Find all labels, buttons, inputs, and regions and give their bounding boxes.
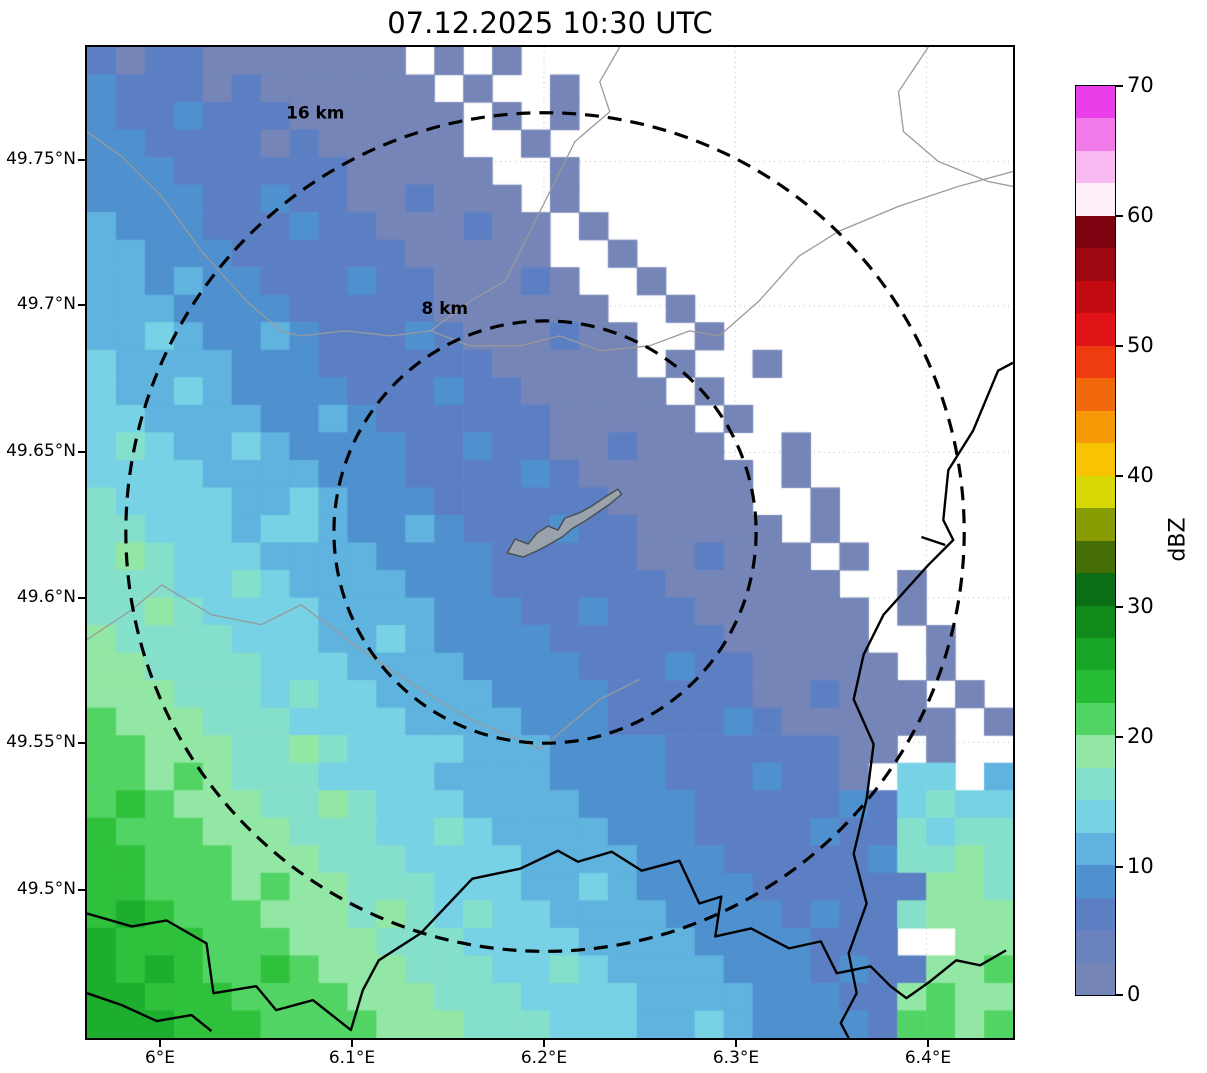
y-tick (78, 597, 85, 599)
country-border-south (87, 849, 1007, 1032)
colorbar-segment (1076, 345, 1115, 379)
colorbar-tick (1116, 85, 1123, 87)
colorbar-segment (1076, 248, 1115, 281)
range-ring-label-16km: 16 km (286, 103, 344, 123)
colorbar-segment (1076, 573, 1115, 606)
range-ring-label-8km: 8 km (422, 298, 469, 318)
colorbar-tick-label: 40 (1127, 463, 1154, 487)
colorbar-tick-label: 30 (1127, 594, 1154, 618)
x-tick-label: 6.3°E (712, 1048, 760, 1068)
colorbar-segment (1076, 605, 1115, 638)
plot-title: 07.12.2025 10:30 UTC (387, 6, 713, 40)
colorbar-tick (1116, 606, 1123, 608)
y-tick-label: 49.6°N (16, 587, 76, 607)
y-tick (78, 742, 85, 744)
colorbar-segment (1076, 410, 1115, 444)
colorbar-segment (1076, 637, 1115, 671)
range-rings (124, 111, 966, 953)
country-border-fragment (921, 535, 946, 547)
x-tick-label: 6.1°E (328, 1048, 376, 1068)
colorbar-segment (1076, 702, 1115, 736)
river-lines (87, 47, 1013, 750)
colorbar-segment (1076, 183, 1115, 216)
colorbar-segment (1076, 475, 1115, 509)
x-tick-label: 6°E (144, 1048, 176, 1068)
colorbar-segment (1076, 378, 1115, 411)
colorbar-segment (1076, 670, 1115, 703)
colorbar-tick-label: 10 (1127, 854, 1154, 878)
x-tick-label: 6.2°E (520, 1048, 568, 1068)
colorbar-tick (1116, 736, 1123, 738)
colorbar-tick-label: 60 (1127, 203, 1154, 227)
y-tick-label: 49.65°N (6, 441, 76, 461)
range-ring-8km (332, 319, 758, 745)
colorbar-segment (1076, 508, 1115, 541)
y-tick-label: 49.75°N (6, 149, 76, 169)
colorbar-tick (1116, 866, 1123, 868)
y-tick (78, 451, 85, 453)
x-tick (543, 1040, 545, 1047)
y-tick (78, 304, 85, 306)
colorbar-segment (1076, 118, 1115, 151)
colorbar-segment (1076, 800, 1115, 833)
colorbar-tick-label: 70 (1127, 73, 1154, 97)
colorbar-tick-label: 0 (1127, 982, 1141, 1006)
colorbar-segment (1076, 930, 1115, 963)
colorbar-tick-label: 20 (1127, 724, 1154, 748)
colorbar-tick (1116, 215, 1123, 217)
colorbar-segment (1076, 897, 1115, 931)
range-ring-16km (124, 111, 966, 953)
colorbar-segment (1076, 313, 1115, 346)
colorbar-segment (1076, 443, 1115, 476)
y-tick (78, 159, 85, 161)
map-overlay-layer: 16 km 8 km (87, 47, 1013, 1038)
y-tick (78, 889, 85, 891)
x-tick (159, 1040, 161, 1047)
colorbar (1075, 85, 1116, 996)
colorbar-tick-label: 50 (1127, 333, 1154, 357)
colorbar-segment (1076, 767, 1115, 801)
colorbar-segment (1076, 540, 1115, 574)
y-tick-label: 49.5°N (16, 879, 76, 899)
map-plot-area: 16 km 8 km (85, 45, 1015, 1040)
country-borders (87, 361, 1013, 1038)
city-outline (506, 488, 623, 558)
x-tick-label: 6.4°E (904, 1048, 952, 1068)
colorbar-segment (1076, 962, 1115, 996)
colorbar-tick (1116, 994, 1123, 996)
colorbar-segment (1076, 735, 1115, 768)
x-tick (927, 1040, 929, 1047)
colorbar-tick (1116, 345, 1123, 347)
x-tick (735, 1040, 737, 1047)
country-border-east (839, 361, 1013, 1038)
colorbar-segment (1076, 215, 1115, 249)
colorbar-segment (1076, 832, 1115, 866)
colorbar-gradient (1076, 86, 1115, 996)
colorbar-axis-label: dBZ (1165, 517, 1191, 562)
colorbar-segment (1076, 280, 1115, 314)
y-tick-label: 49.7°N (16, 294, 76, 314)
colorbar-segment (1076, 150, 1115, 184)
country-border-southwest (87, 992, 213, 1032)
colorbar-tick (1116, 475, 1123, 477)
x-tick (351, 1040, 353, 1047)
colorbar-segment (1076, 86, 1115, 119)
colorbar-segment (1076, 865, 1115, 898)
y-tick-label: 49.55°N (6, 732, 76, 752)
